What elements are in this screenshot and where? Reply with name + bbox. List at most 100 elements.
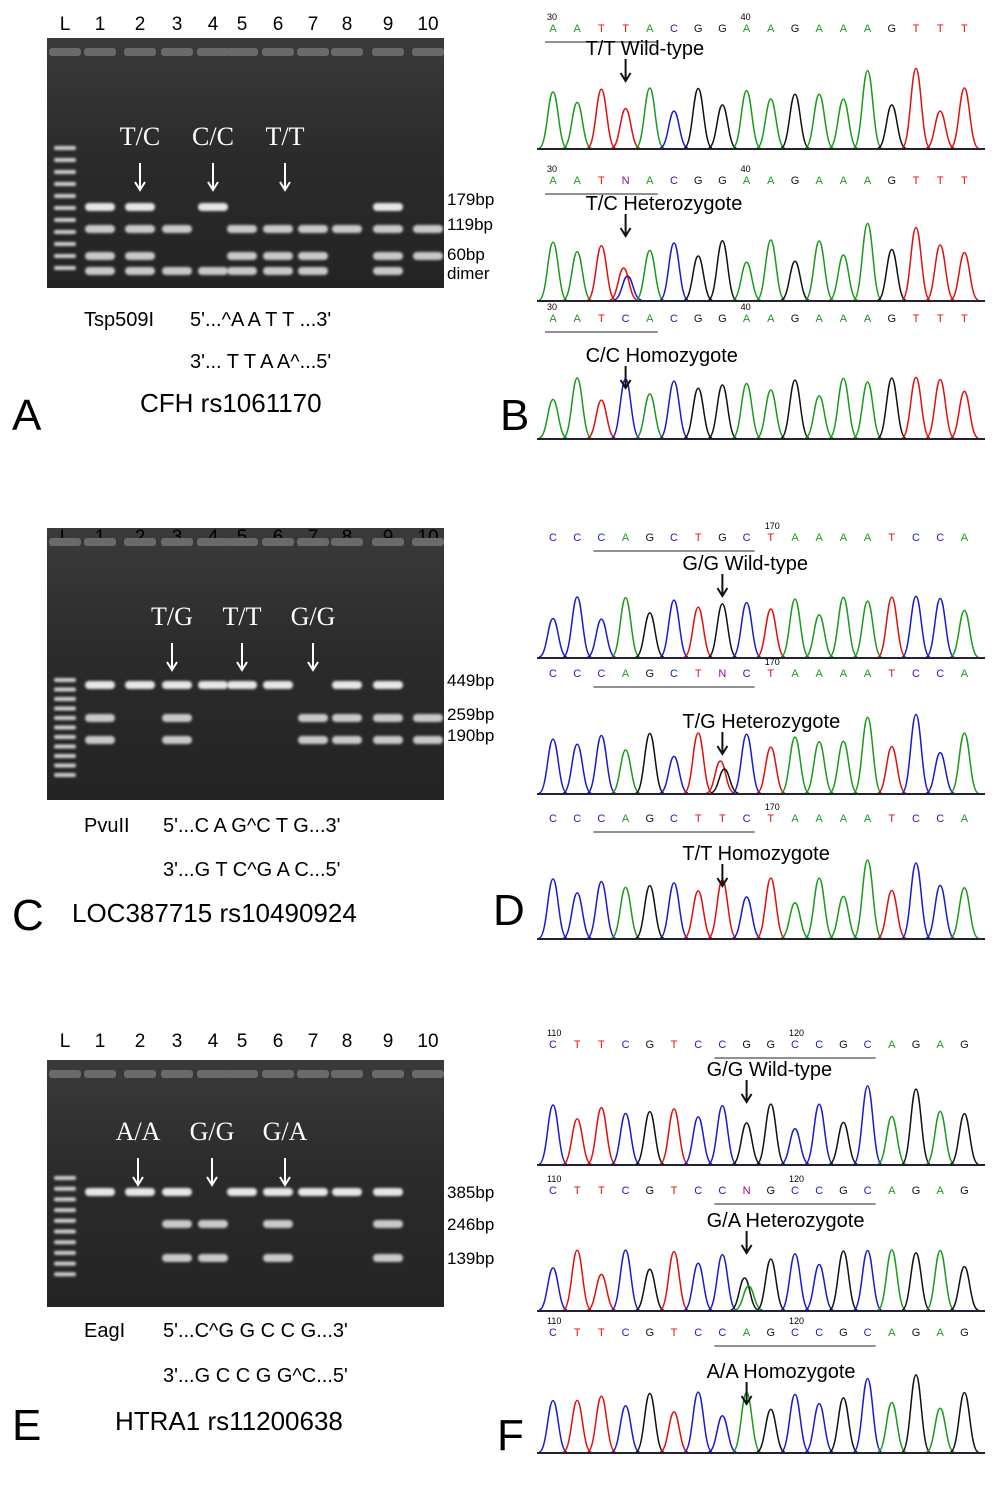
ladder-band	[54, 1240, 76, 1245]
arrow-head	[279, 1176, 291, 1187]
trace-peak	[706, 760, 735, 794]
base-call: A	[840, 668, 848, 680]
ladder-band	[54, 744, 76, 749]
base-call: A	[864, 668, 872, 680]
gel-well	[297, 1070, 329, 1078]
trace-peak	[538, 617, 568, 658]
trace-peak	[780, 93, 810, 149]
trace-peak	[804, 740, 834, 794]
gel-band	[125, 252, 155, 260]
base-call: T	[622, 23, 629, 35]
base-call: A	[549, 313, 557, 325]
ladder-band	[54, 687, 76, 692]
trace-peak	[925, 244, 955, 301]
size-label: 259bp	[447, 705, 494, 724]
trace-peak	[730, 1277, 759, 1311]
trace-peak	[901, 713, 931, 794]
trace-peak	[562, 743, 592, 794]
arrow-head	[619, 379, 632, 390]
lane-label: 7	[308, 14, 319, 35]
trace-peak	[635, 612, 665, 658]
lane-label: L	[60, 14, 71, 35]
ladder-band	[54, 1229, 76, 1234]
position-number: 120	[789, 1174, 804, 1184]
trace-peak	[707, 239, 738, 301]
base-call: T	[598, 175, 605, 187]
ladder-band	[54, 218, 76, 222]
base-call: A	[864, 175, 872, 187]
gel-band	[263, 225, 293, 233]
gel-band	[162, 714, 192, 722]
base-call: C	[573, 668, 581, 680]
lane-label: 7	[308, 1031, 319, 1052]
ladder-band	[54, 754, 76, 758]
base-call: A	[622, 668, 630, 680]
panel-letter: C	[12, 891, 44, 940]
gel-band	[198, 203, 228, 211]
base-call: G	[791, 23, 800, 35]
size-label: 385bp	[447, 1183, 494, 1202]
base-call: T	[888, 813, 895, 825]
trace-peak	[659, 1250, 689, 1311]
lane-label: 3	[172, 527, 183, 548]
base-call: A	[961, 813, 969, 825]
base-call: G	[912, 1039, 921, 1051]
gel-well	[412, 1070, 444, 1078]
panel-letter: E	[12, 1401, 41, 1450]
gel-band	[125, 267, 155, 275]
ladder-band	[54, 1186, 76, 1191]
base-call: A	[864, 23, 872, 35]
gel-band	[227, 1188, 257, 1196]
position-number: 30	[547, 164, 557, 174]
lane-label: 3	[172, 14, 183, 35]
base-call: T	[598, 1185, 605, 1197]
base-call: A	[622, 813, 630, 825]
gel-well	[262, 538, 294, 546]
gel-well	[331, 48, 363, 56]
gel-well	[161, 48, 193, 56]
gel-band	[263, 267, 293, 275]
base-call: T	[888, 668, 895, 680]
base-call: A	[549, 175, 557, 187]
gel-band	[227, 252, 257, 260]
base-call: C	[912, 532, 920, 544]
ladder-band	[54, 170, 76, 174]
gel-well	[124, 48, 156, 56]
base-call: C	[815, 1327, 823, 1339]
trace-peak	[829, 895, 858, 939]
gel-band	[85, 736, 115, 744]
trace-peak	[683, 387, 713, 439]
base-call: C	[670, 813, 678, 825]
trace-peak	[756, 746, 786, 794]
lane-label: 3	[172, 1031, 183, 1052]
gel-band	[373, 203, 403, 211]
base-call: A	[864, 313, 872, 325]
trace-peak	[707, 1105, 738, 1165]
base-call: T	[574, 1039, 581, 1051]
base-call: T	[598, 1039, 605, 1051]
base-call: A	[622, 532, 630, 544]
ladder-band	[54, 1250, 76, 1255]
position-number: 110	[547, 1028, 561, 1038]
enzyme-name: PvuII	[84, 815, 130, 837]
base-call: A	[791, 813, 799, 825]
trace-peak	[635, 393, 665, 439]
gel-well	[331, 538, 363, 546]
base-call: A	[864, 532, 872, 544]
genotype-call: A/A Homozygote	[707, 1361, 856, 1383]
trace-peak	[562, 377, 592, 439]
lane-label: 7	[308, 527, 319, 548]
ladder-band	[54, 1218, 76, 1223]
base-call: A	[646, 313, 654, 325]
base-call: C	[791, 1327, 799, 1339]
base-call: G	[694, 313, 703, 325]
base-call: T	[961, 313, 968, 325]
base-call: T	[671, 1327, 678, 1339]
ladder-band	[54, 773, 76, 777]
trace-peak	[925, 1407, 955, 1453]
base-call: C	[936, 532, 944, 544]
gel-well	[124, 1070, 156, 1078]
locus: LOC387715 rs10490924	[72, 898, 357, 928]
trace-peak	[538, 398, 568, 439]
trace-peak	[925, 378, 955, 439]
